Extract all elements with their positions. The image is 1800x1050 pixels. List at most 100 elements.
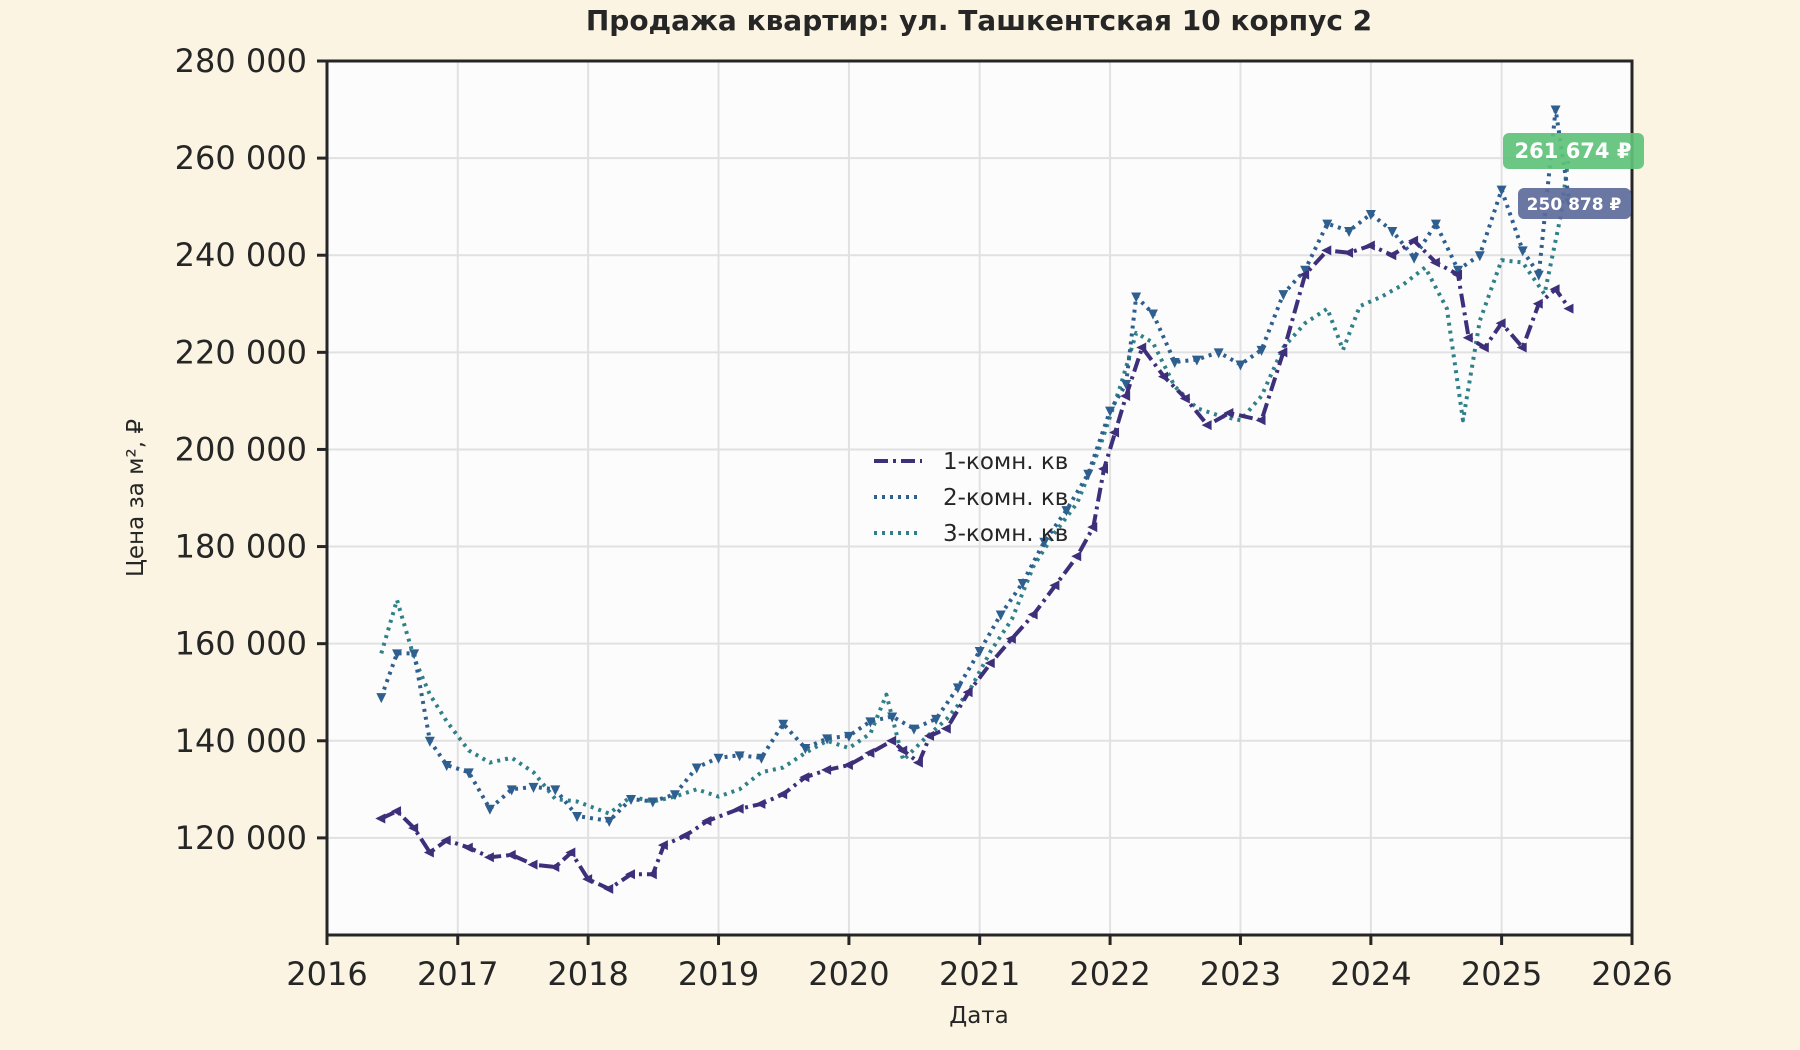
data-point-marker xyxy=(1278,290,1289,301)
data-point-marker xyxy=(657,840,668,851)
x-tick-label: 2019 xyxy=(678,955,759,993)
data-point-marker xyxy=(984,658,995,669)
value-annotations: 261 674 ₽ 250 878 ₽ xyxy=(1503,133,1644,219)
data-point-marker xyxy=(1495,318,1506,329)
data-point-marker xyxy=(1235,360,1246,371)
y-axis-label: Цена за м², ₽ xyxy=(123,419,149,577)
data-point-marker xyxy=(1344,226,1355,237)
data-point-marker xyxy=(755,798,766,809)
data-point-marker xyxy=(1087,522,1098,533)
x-axis-ticks: 2016 2017 2018 2019 2020 2021 2022 2023 2024 2025… xyxy=(286,935,1673,993)
data-point-marker xyxy=(572,812,583,823)
data-point-marker xyxy=(931,714,942,725)
annotation-max: 261 674 ₽ xyxy=(1503,133,1644,169)
data-point-marker xyxy=(924,730,935,741)
data-point-marker xyxy=(1255,415,1266,426)
data-point-marker xyxy=(756,753,767,764)
data-point-marker xyxy=(952,683,963,694)
data-point-marker xyxy=(778,719,789,730)
data-point-marker xyxy=(940,723,951,734)
data-point-marker xyxy=(462,842,473,853)
y-tick-label: 240 000 xyxy=(175,236,307,274)
data-point-marker xyxy=(1109,427,1120,438)
data-point-marker xyxy=(1516,342,1527,353)
legend-entry-1: 1-комн. кв xyxy=(874,449,1068,475)
data-point-marker xyxy=(995,610,1006,621)
data-point-marker xyxy=(1474,251,1485,262)
data-point-marker xyxy=(1061,506,1072,517)
series-markers-1 xyxy=(375,235,1574,894)
data-point-marker xyxy=(550,785,561,796)
legend: 1-комн. кв 2-комн. кв 3-комн. кв xyxy=(874,449,1068,547)
chart-title: Продажа квартир: ул. Ташкентская 10 корп… xyxy=(586,4,1372,37)
data-point-marker xyxy=(391,806,402,817)
data-point-marker xyxy=(1121,379,1132,390)
y-tick-label: 260 000 xyxy=(175,139,307,177)
data-point-marker xyxy=(733,803,744,814)
data-point-marker xyxy=(625,869,636,880)
data-point-marker xyxy=(1017,578,1028,589)
data-point-marker xyxy=(505,849,516,860)
y-tick-label: 200 000 xyxy=(175,430,307,468)
data-point-marker xyxy=(864,747,875,758)
data-point-marker xyxy=(1191,355,1202,366)
series-line-3 xyxy=(379,149,1572,816)
data-point-marker xyxy=(1429,257,1440,268)
data-point-marker xyxy=(691,763,702,774)
legend-entry-3: 3-комн. кв xyxy=(874,521,1068,547)
data-point-marker xyxy=(1097,463,1108,474)
data-point-marker xyxy=(887,712,898,723)
data-point-marker xyxy=(1409,253,1420,264)
data-point-marker xyxy=(800,744,811,755)
data-point-marker xyxy=(908,724,919,735)
data-point-marker xyxy=(1321,245,1332,256)
data-point-marker xyxy=(1496,185,1507,196)
y-tick-label: 280 000 xyxy=(175,42,307,80)
data-point-marker xyxy=(799,772,810,783)
data-point-marker xyxy=(734,751,745,762)
data-point-marker xyxy=(1299,269,1310,280)
data-point-marker xyxy=(604,816,615,827)
data-point-marker xyxy=(1277,347,1288,358)
data-point-marker xyxy=(646,869,657,880)
y-tick-label: 220 000 xyxy=(175,333,307,371)
data-point-marker xyxy=(392,649,403,660)
x-tick-label: 2021 xyxy=(939,955,1020,993)
data-point-marker xyxy=(1549,284,1560,295)
y-tick-label: 140 000 xyxy=(175,722,307,760)
data-point-marker xyxy=(1158,371,1169,382)
y-tick-label: 180 000 xyxy=(175,528,307,566)
data-point-marker xyxy=(865,717,876,728)
data-point-marker xyxy=(669,790,680,801)
data-point-marker xyxy=(897,745,908,756)
data-point-marker xyxy=(582,874,593,885)
data-point-marker xyxy=(375,813,386,824)
x-tick-label: 2020 xyxy=(808,955,889,993)
data-point-marker xyxy=(1322,219,1333,230)
data-point-marker xyxy=(1453,265,1464,276)
data-point-marker xyxy=(603,883,614,894)
data-point-marker xyxy=(1452,269,1463,280)
data-point-marker xyxy=(1071,551,1082,562)
data-point-marker xyxy=(974,646,985,657)
data-point-marker xyxy=(549,862,560,873)
data-point-marker xyxy=(565,847,576,858)
y-tick-label: 160 000 xyxy=(175,625,307,663)
legend-label-3: 3-комн. кв xyxy=(943,521,1068,547)
x-tick-label: 2017 xyxy=(417,955,498,993)
data-point-marker xyxy=(1365,209,1376,220)
annotation-max-box xyxy=(1503,133,1644,169)
data-point-marker xyxy=(1223,408,1234,419)
series-lines xyxy=(375,105,1575,894)
data-point-marker xyxy=(647,797,658,808)
data-point-marker xyxy=(1256,345,1267,356)
data-point-marker xyxy=(1147,309,1158,320)
annotation-max-text: 261 674 ₽ xyxy=(1515,139,1632,163)
data-point-marker xyxy=(484,804,495,815)
data-point-marker xyxy=(1532,298,1543,309)
data-point-marker xyxy=(1120,391,1131,402)
data-point-marker xyxy=(679,830,690,841)
data-point-marker xyxy=(1083,469,1094,480)
legend-label-1: 1-комн. кв xyxy=(943,449,1068,475)
